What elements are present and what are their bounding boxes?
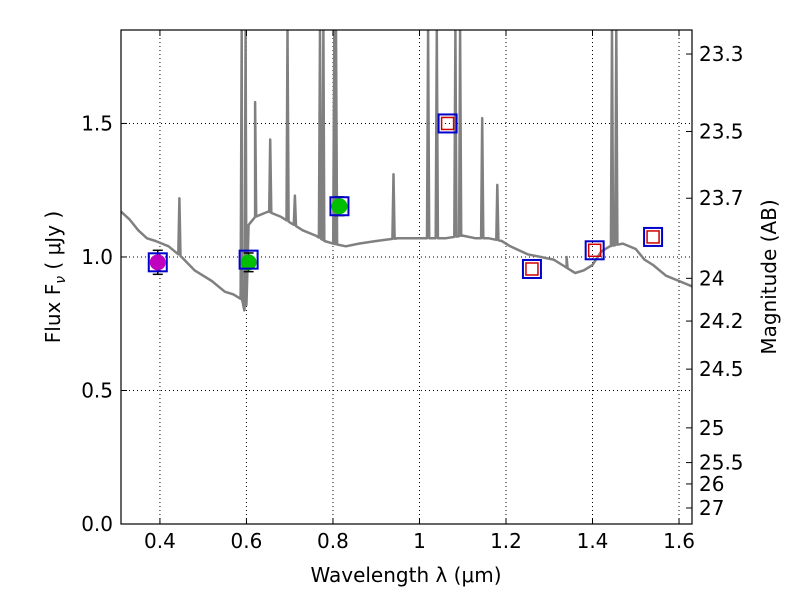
model-photometry-marker <box>147 252 168 273</box>
y-tick-label: 0.0 <box>81 512 113 536</box>
x-axis-label: Wavelength λ (μm) <box>310 563 501 587</box>
y-tick-label: 0.5 <box>81 378 113 402</box>
upper-limit-marker <box>646 230 660 244</box>
observed-point <box>149 254 166 271</box>
axis-ticks: 0.4 0.6 0.8 1 1.2 1.4 1.6 0.0 0.5 1.0 1.5 23.3 23.5 2… <box>81 30 744 553</box>
y-axis-label-main: Flux F <box>41 284 65 343</box>
plot-frame <box>120 29 693 525</box>
right-tick-label: 23.3 <box>699 42 744 66</box>
x-tick-label: 0.8 <box>317 529 349 553</box>
y-axis-label-unit: ( μJy ) <box>41 211 65 276</box>
right-axis-label: Magnitude (AB) <box>757 199 781 354</box>
right-tick-label: 25 <box>699 416 724 440</box>
x-tick-label: 1 <box>413 529 426 553</box>
model-photometry-marker <box>643 226 664 247</box>
y-axis-label-subscript: ν <box>53 276 69 284</box>
model-photometry-marker <box>329 196 350 217</box>
observed-point <box>240 254 257 271</box>
right-tick-label: 23.5 <box>699 119 744 143</box>
model-photometry-marker <box>584 240 605 261</box>
x-tick-label: 1.6 <box>663 529 695 553</box>
x-tick-label: 0.6 <box>231 529 263 553</box>
model-spectrum-line <box>121 30 692 312</box>
right-tick-label: 24.2 <box>699 309 744 333</box>
right-tick-label: 27 <box>699 496 724 520</box>
y-tick-label: 1.0 <box>81 245 113 269</box>
model-spectrum <box>121 30 692 312</box>
y-tick-label: 1.5 <box>81 111 113 135</box>
upper-limit-marker <box>587 243 602 258</box>
right-tick-label: 24 <box>699 266 724 290</box>
observed-point <box>331 198 348 215</box>
model-photometry-marker <box>238 249 259 270</box>
model-photometry-marker <box>521 258 542 279</box>
upper-limit-marker <box>440 116 455 131</box>
right-tick-label: 23.7 <box>699 186 744 210</box>
upper-limit-marker <box>525 262 539 276</box>
right-tick-label: 24.5 <box>699 357 744 381</box>
right-tick-label: 25.5 <box>699 451 744 475</box>
right-tick-label: 26 <box>699 472 724 496</box>
y-axis-label: Flux Fν ( μJy ) <box>41 211 69 343</box>
x-tick-label: 1.4 <box>577 529 609 553</box>
photometry-markers <box>147 113 664 279</box>
x-tick-label: 0.4 <box>144 529 176 553</box>
model-photometry-marker <box>437 113 458 134</box>
x-tick-label: 1.2 <box>490 529 522 553</box>
